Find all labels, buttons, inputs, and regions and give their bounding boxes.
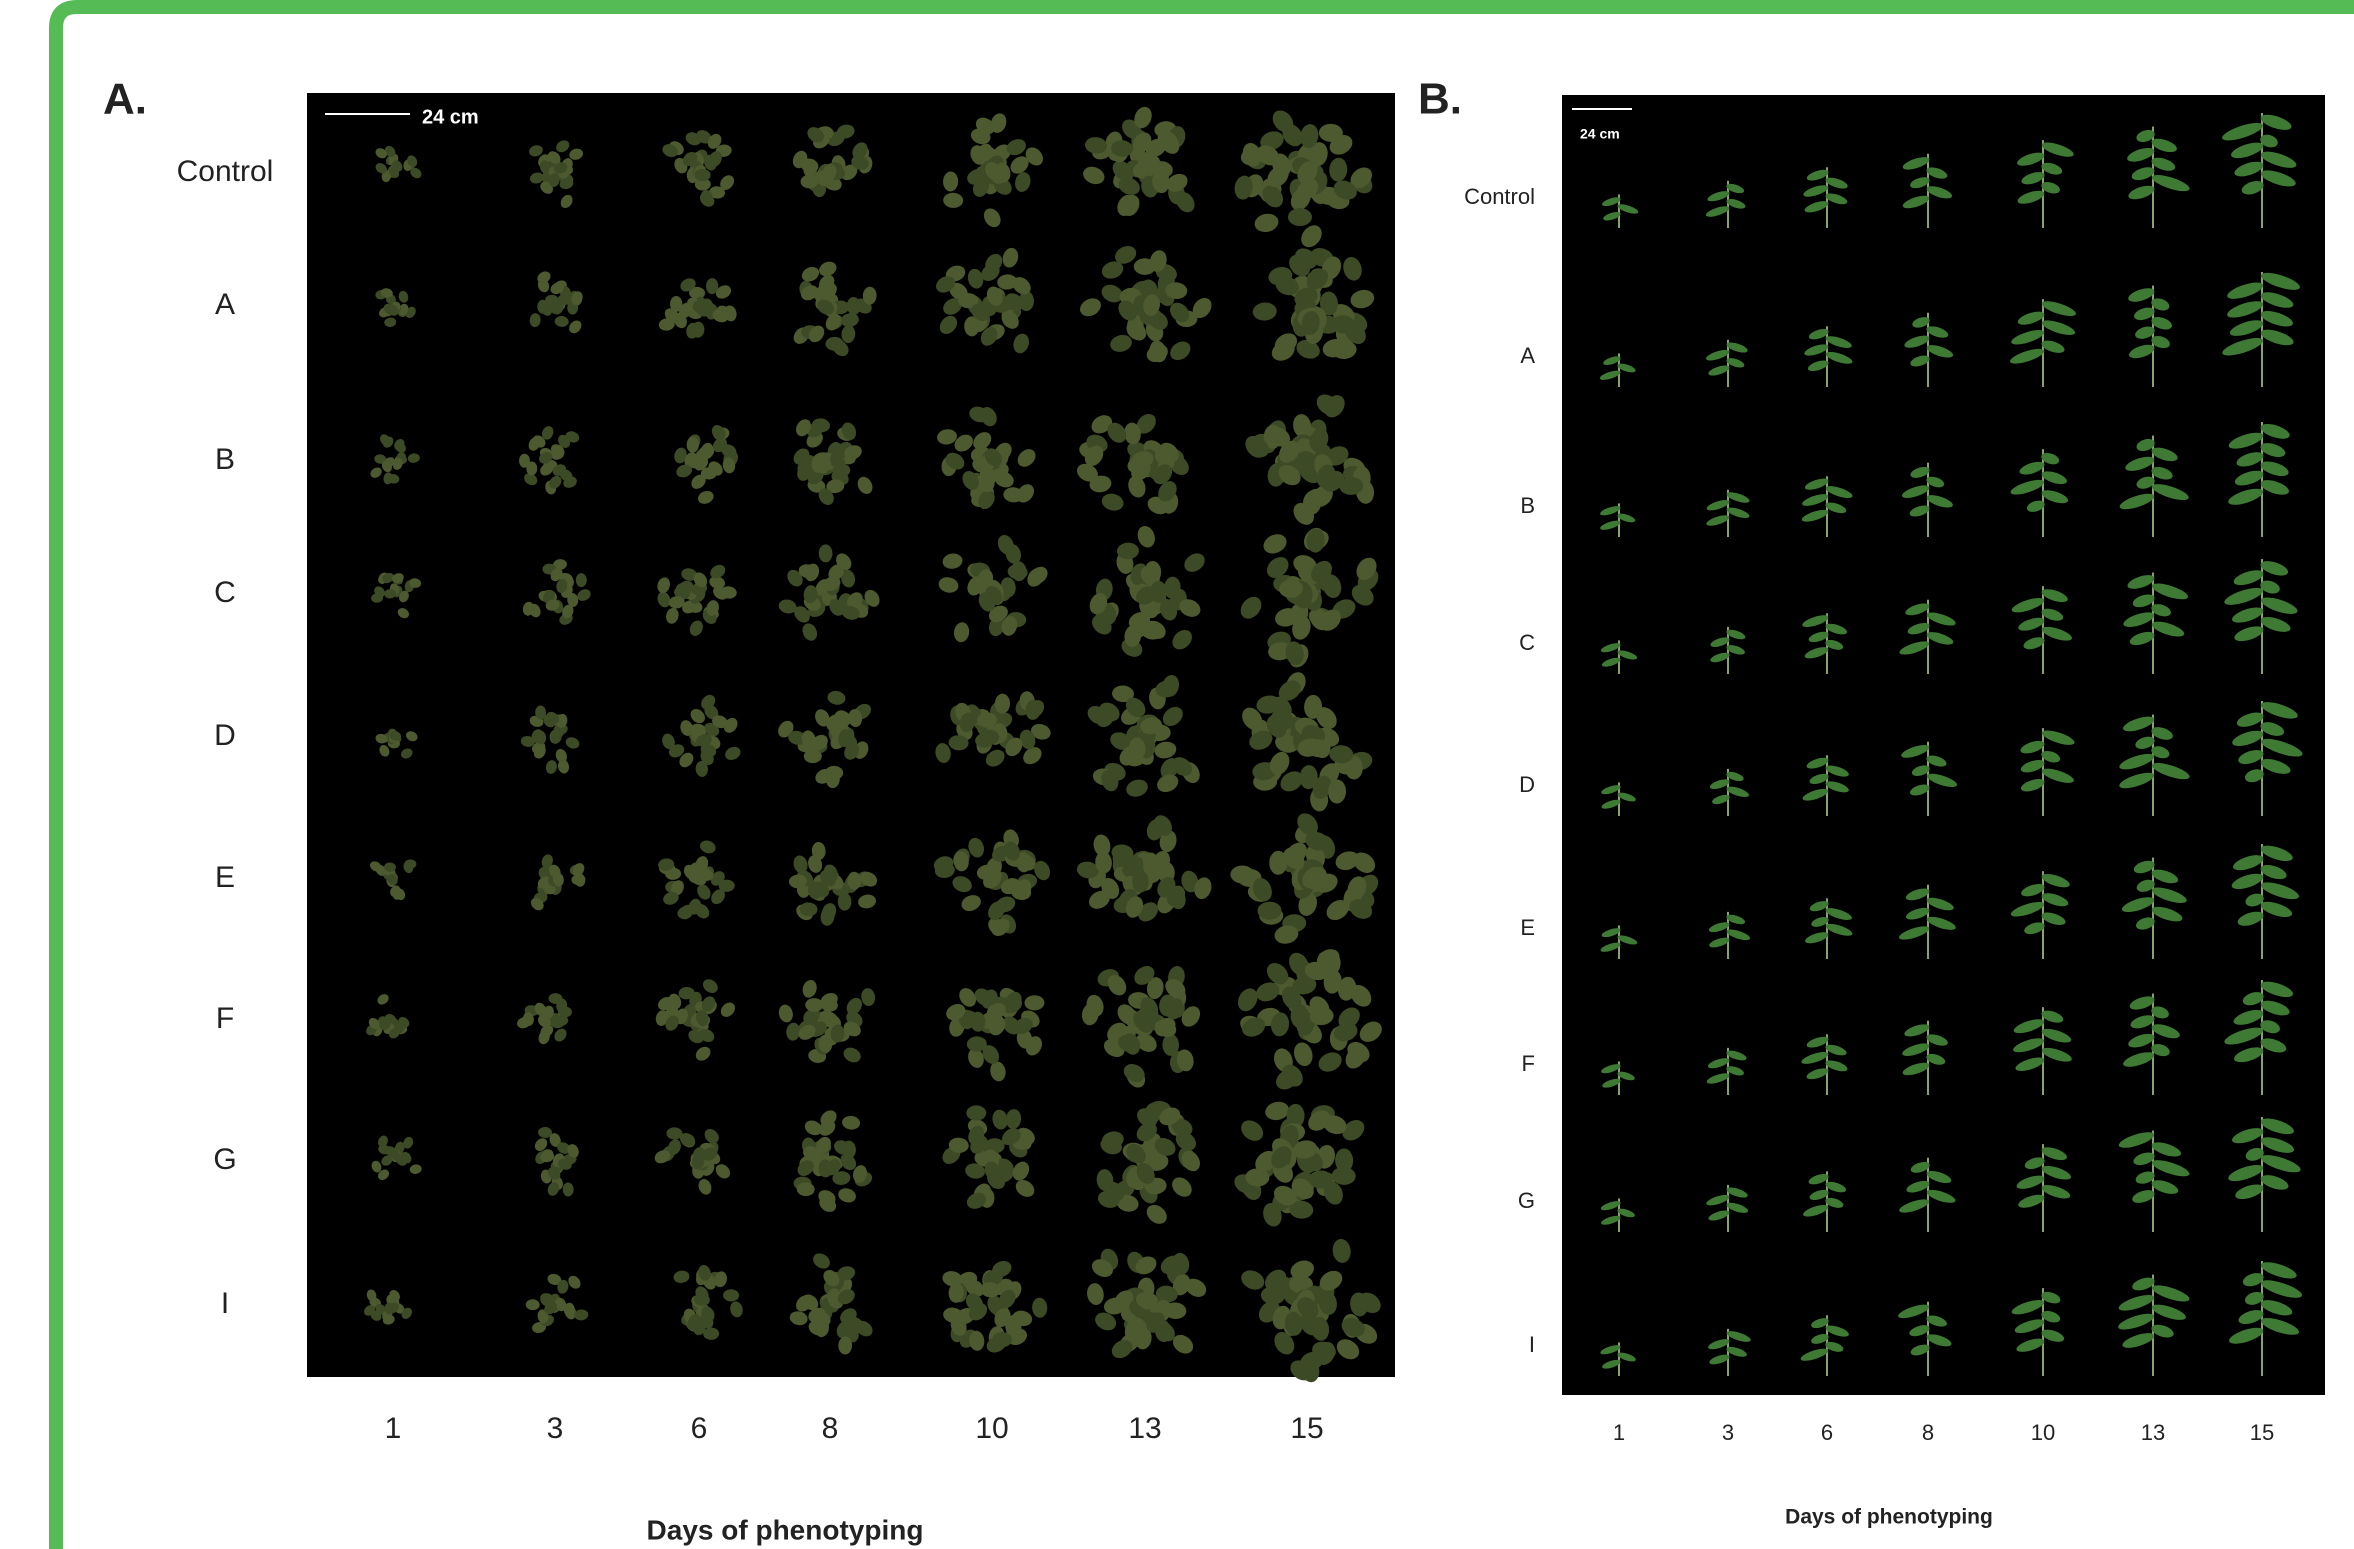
scale-label: 24 cm bbox=[1580, 126, 1620, 142]
figure: A. B. 24 cm 24 cm Days of phenotyping Da… bbox=[0, 0, 2354, 1549]
leaf bbox=[992, 1332, 1012, 1347]
column-label: 10 bbox=[2031, 1420, 2055, 1445]
row-label: I bbox=[221, 1287, 229, 1320]
column-label: 6 bbox=[1821, 1420, 1833, 1445]
column-label: 1 bbox=[385, 1412, 402, 1445]
row-label: C bbox=[1519, 630, 1535, 655]
x-axis-title: Days of phenotyping bbox=[1785, 1506, 1993, 1529]
panel-label: B. bbox=[1418, 75, 1462, 124]
row-label: G bbox=[1518, 1188, 1535, 1213]
row-label: F bbox=[216, 1002, 234, 1035]
column-label: 1 bbox=[1613, 1420, 1625, 1445]
leaf bbox=[1132, 871, 1149, 893]
leaf bbox=[706, 278, 718, 294]
column-label: 3 bbox=[1722, 1420, 1734, 1445]
leaf bbox=[1288, 208, 1312, 226]
row-label: Control bbox=[177, 155, 274, 188]
column-label: 13 bbox=[2141, 1420, 2165, 1445]
row-label: B bbox=[1520, 493, 1535, 518]
row-label: B bbox=[215, 443, 235, 476]
scale-label: 24 cm bbox=[422, 106, 479, 128]
x-axis-title: Days of phenotyping bbox=[647, 1514, 924, 1545]
column-label: 8 bbox=[822, 1412, 839, 1445]
row-label: Control bbox=[1464, 184, 1535, 209]
column-label: 15 bbox=[1290, 1412, 1323, 1445]
leaf bbox=[385, 1303, 394, 1315]
row-label: E bbox=[1520, 915, 1535, 940]
column-label: 8 bbox=[1922, 1420, 1934, 1445]
column-label: 6 bbox=[691, 1412, 708, 1445]
leaf bbox=[1291, 1004, 1309, 1028]
row-label: F bbox=[1522, 1051, 1535, 1076]
row-label: G bbox=[213, 1143, 236, 1176]
column-label: 15 bbox=[2250, 1420, 2274, 1445]
leaf bbox=[966, 1105, 986, 1120]
page: {"panels": [ {"label": "A.", "scale_bar"… bbox=[0, 0, 2354, 1549]
column-label: 10 bbox=[975, 1412, 1008, 1445]
row-label: E bbox=[215, 861, 235, 894]
row-label: C bbox=[214, 576, 236, 609]
column-label: 13 bbox=[1128, 1412, 1161, 1445]
panel-label: A. bbox=[103, 75, 147, 124]
leaf bbox=[1134, 258, 1156, 275]
row-label: D bbox=[1519, 772, 1535, 797]
row-label: A bbox=[215, 288, 235, 321]
row-label: D bbox=[214, 719, 236, 752]
row-label: A bbox=[1520, 343, 1535, 368]
column-label: 3 bbox=[547, 1412, 564, 1445]
leaf bbox=[1309, 1170, 1333, 1188]
row-label: I bbox=[1529, 1332, 1535, 1357]
